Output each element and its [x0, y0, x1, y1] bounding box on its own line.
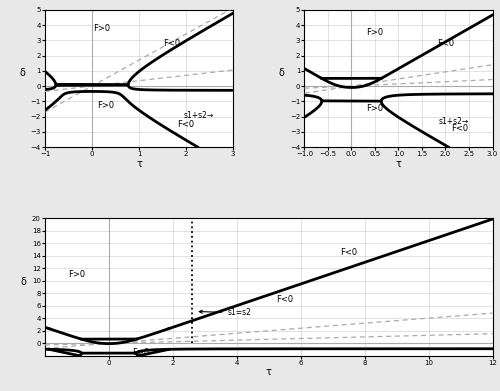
- Text: F<0: F<0: [164, 39, 180, 48]
- X-axis label: τ: τ: [396, 159, 402, 169]
- Text: s1=s2: s1=s2: [199, 308, 251, 317]
- Y-axis label: δ: δ: [20, 277, 26, 287]
- Text: F<0: F<0: [178, 120, 194, 129]
- Text: F>0: F>0: [366, 28, 384, 37]
- X-axis label: τ: τ: [136, 159, 142, 169]
- Text: F>0: F>0: [98, 101, 114, 110]
- Text: F<0: F<0: [276, 295, 293, 304]
- Text: F>0: F>0: [132, 348, 150, 357]
- Y-axis label: δ: δ: [278, 68, 284, 79]
- Y-axis label: δ: δ: [19, 68, 25, 79]
- Text: F>0: F>0: [366, 104, 384, 113]
- Text: F>0: F>0: [93, 23, 110, 32]
- Text: s1+s2→: s1+s2→: [438, 117, 468, 126]
- Text: F>0: F>0: [68, 270, 86, 279]
- Text: F<0: F<0: [340, 248, 357, 257]
- X-axis label: τ: τ: [266, 368, 272, 377]
- Text: F<0: F<0: [437, 39, 454, 48]
- Text: F<0: F<0: [451, 124, 468, 133]
- Text: s1+s2→: s1+s2→: [184, 111, 214, 120]
